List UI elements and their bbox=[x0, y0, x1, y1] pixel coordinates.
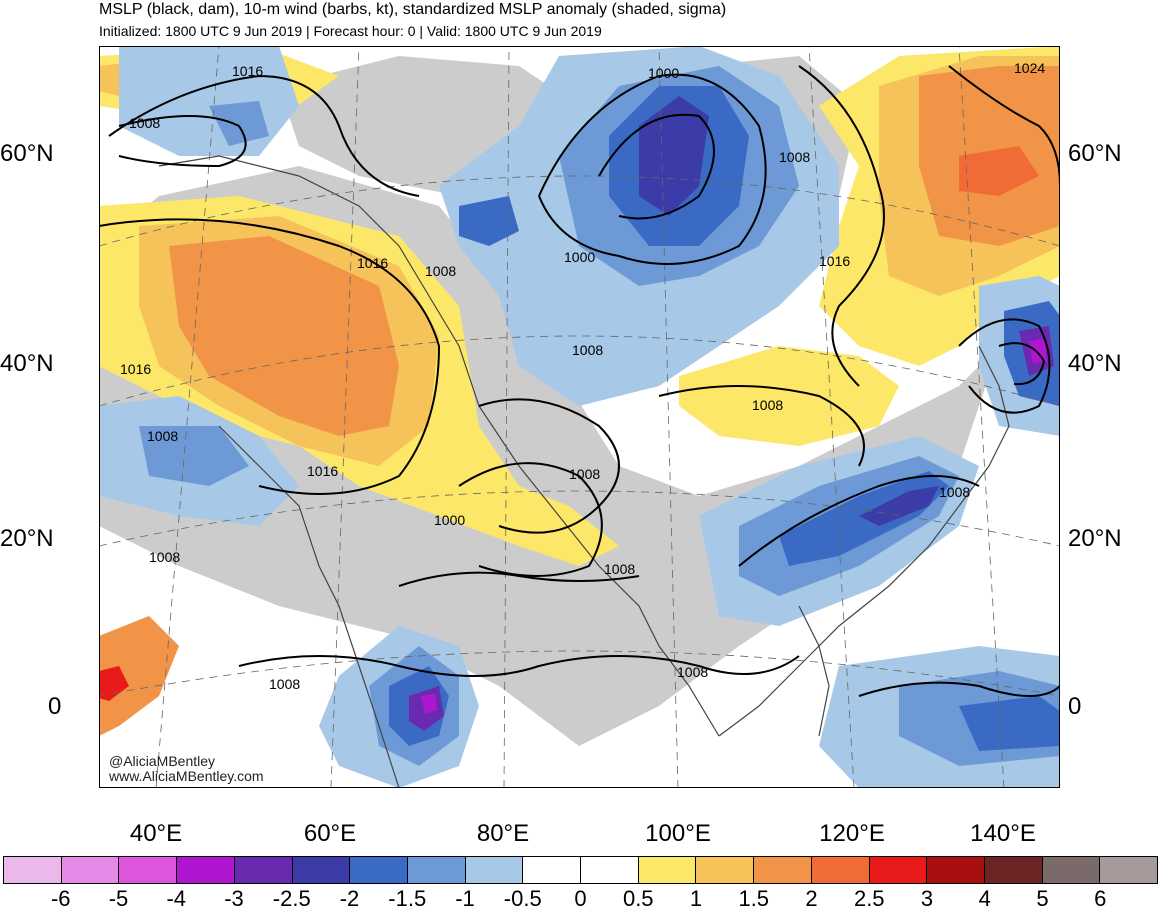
negative-anomaly-region bbox=[859, 486, 939, 526]
lat-label-right: 20°N bbox=[1068, 525, 1122, 552]
credit-handle: @AliciaMBentley bbox=[109, 753, 216, 769]
lat-label-left: 40°N bbox=[0, 350, 54, 377]
colorbar-box bbox=[350, 857, 408, 883]
colorbar-label: -1 bbox=[455, 886, 475, 911]
colorbar-label: -3 bbox=[224, 886, 244, 911]
contour-label-group: 1016 1008 1000 1000 1008 1024 1016 1008 … bbox=[120, 60, 1045, 692]
contour-label: 1000 bbox=[434, 512, 465, 528]
lon-label: 120°E bbox=[819, 820, 885, 847]
colorbar-box bbox=[465, 857, 524, 883]
colorbar-box bbox=[407, 857, 466, 883]
colorbar-label: 3 bbox=[920, 886, 934, 911]
colorbar-box bbox=[177, 857, 235, 883]
colorbar-box bbox=[4, 857, 62, 883]
negative-anomaly-region bbox=[959, 696, 1060, 751]
negative-anomaly-region bbox=[139, 426, 249, 486]
colorbar-label: -4 bbox=[166, 886, 187, 911]
colorbar bbox=[3, 856, 1158, 884]
lat-label-left: 60°N bbox=[0, 140, 54, 167]
contour-label: 1008 bbox=[569, 466, 600, 482]
positive-anomaly-region bbox=[99, 666, 129, 701]
chart-title: MSLP (black, dam), 10-m wind (barbs, kt)… bbox=[99, 1, 727, 18]
positive-anomaly-region bbox=[169, 236, 399, 436]
negative-anomaly-region bbox=[209, 101, 269, 146]
contour-label: 1016 bbox=[232, 63, 263, 79]
positive-anomaly-region bbox=[679, 346, 899, 446]
contour-label: 1024 bbox=[1014, 60, 1045, 76]
colorbar-label: 0 bbox=[574, 886, 587, 911]
colorbar-box bbox=[754, 857, 812, 883]
colorbar-box bbox=[119, 857, 178, 883]
contour-label: 1008 bbox=[677, 664, 708, 680]
grid-lines bbox=[99, 46, 1060, 788]
mslp-contours bbox=[99, 65, 1060, 697]
colorbar-label: -0.5 bbox=[503, 886, 542, 911]
colorbar-box bbox=[581, 857, 639, 883]
contour-label: 1000 bbox=[648, 65, 679, 81]
lon-label: 40°E bbox=[129, 820, 183, 847]
colorbar-box bbox=[523, 857, 582, 883]
colorbar-label: 0.5 bbox=[622, 886, 654, 911]
credit-website: www.AliciaMBentley.com bbox=[109, 768, 264, 784]
lat-label-left: 20°N bbox=[0, 525, 54, 552]
colorbar-box bbox=[927, 857, 985, 883]
contour-label: 1008 bbox=[604, 561, 635, 577]
contour-label: 1008 bbox=[939, 484, 970, 500]
contour-label: 1000 bbox=[564, 249, 595, 265]
colorbar-box bbox=[869, 857, 928, 883]
colorbar-label: -2.5 bbox=[272, 886, 311, 911]
map-svg: 1016 1008 1000 1000 1008 1024 1016 1008 … bbox=[99, 46, 1060, 788]
colorbar-box bbox=[1042, 857, 1101, 883]
lon-label: 140°E bbox=[970, 820, 1036, 847]
contour-label: 1016 bbox=[120, 361, 151, 377]
colorbar-label: -5 bbox=[108, 886, 129, 911]
colorbar-label: 6 bbox=[1094, 886, 1107, 911]
contour-label: 1016 bbox=[819, 253, 850, 269]
lat-label-right: 0 bbox=[1068, 693, 1082, 720]
colorbar-box bbox=[61, 857, 120, 883]
colorbar-box bbox=[984, 857, 1043, 883]
coastline bbox=[218, 425, 400, 788]
colorbar-label: 5 bbox=[1036, 886, 1049, 911]
contour-label: 1008 bbox=[269, 676, 300, 692]
negative-anomaly-region bbox=[459, 196, 519, 246]
contour-label: 1008 bbox=[572, 342, 603, 358]
contour-label: 1008 bbox=[129, 115, 160, 131]
lat-label-right: 60°N bbox=[1068, 140, 1122, 167]
positive-anomaly-region bbox=[99, 616, 179, 736]
negative-anomaly-region bbox=[119, 46, 299, 156]
colorbar-label: 2.5 bbox=[853, 886, 885, 911]
colorbar-box bbox=[811, 857, 870, 883]
negative-anomaly-region bbox=[421, 694, 437, 714]
colorbar-box bbox=[696, 857, 755, 883]
colorbar-label: -6 bbox=[50, 886, 71, 911]
lon-label: 60°E bbox=[303, 820, 357, 847]
contour-label: 1008 bbox=[149, 549, 180, 565]
lon-label: 80°E bbox=[476, 820, 530, 847]
colorbar-label: 1 bbox=[689, 886, 703, 911]
contour-label: 1008 bbox=[779, 149, 810, 165]
contour-label: 1008 bbox=[425, 263, 456, 279]
contour-label: 1008 bbox=[147, 428, 178, 444]
colorbar-box bbox=[292, 857, 351, 883]
chart-subtitle: Initialized: 1800 UTC 9 Jun 2019 | Forec… bbox=[99, 23, 602, 39]
coastline bbox=[798, 605, 830, 737]
colorbar-label: 2 bbox=[805, 886, 818, 911]
colorbar-label: -2 bbox=[339, 886, 360, 911]
colorbar-label: 1.5 bbox=[738, 886, 770, 911]
negative-anomaly-region bbox=[639, 96, 709, 216]
contour-label: 1008 bbox=[752, 397, 783, 413]
colorbar-box bbox=[234, 857, 293, 883]
map-panel: 1016 1008 1000 1000 1008 1024 1016 1008 … bbox=[99, 46, 1060, 788]
colorbar-label: 4 bbox=[978, 886, 991, 911]
colorbar-box bbox=[638, 857, 697, 883]
colorbar-label: -1.5 bbox=[388, 886, 427, 911]
contour-label: 1016 bbox=[357, 255, 388, 271]
lat-label-left: 0 bbox=[48, 693, 62, 720]
contour-label: 1016 bbox=[307, 463, 338, 479]
colorbar-box bbox=[1100, 857, 1158, 883]
positive-anomaly-region bbox=[959, 146, 1039, 196]
lon-label: 100°E bbox=[645, 820, 711, 847]
lat-label-right: 40°N bbox=[1068, 350, 1122, 377]
